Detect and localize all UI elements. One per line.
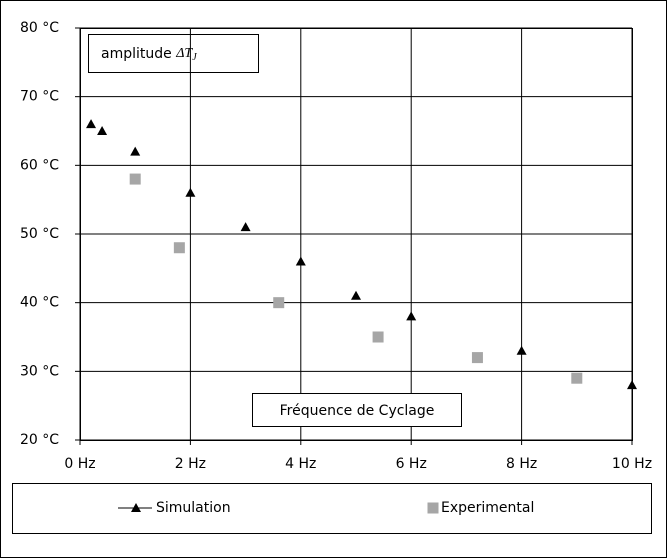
marker xyxy=(86,119,97,129)
x-tick-label: 6 Hz xyxy=(396,456,427,472)
annotation-subscript: J xyxy=(192,52,197,63)
marker xyxy=(295,256,306,266)
y-tick-label: 40 °C xyxy=(20,295,59,311)
marker xyxy=(97,126,108,135)
marker xyxy=(240,222,251,232)
legend-marker xyxy=(131,503,141,512)
marker xyxy=(627,380,637,390)
x-tick-label: 10 Hz xyxy=(612,456,652,472)
marker xyxy=(351,290,361,300)
marker xyxy=(406,311,417,321)
marker xyxy=(273,297,285,309)
legend-box xyxy=(12,483,652,534)
marker xyxy=(571,372,583,384)
marker xyxy=(173,242,185,254)
marker xyxy=(516,345,527,355)
annotation: amplitude ΔTJ xyxy=(101,46,197,63)
x-tick-label: 8 Hz xyxy=(506,456,537,472)
x-tick-label: 2 Hz xyxy=(175,456,206,472)
x-tick-label: 0 Hz xyxy=(64,456,95,472)
legend-label: Experimental xyxy=(441,500,534,516)
legend-label: Simulation xyxy=(156,500,231,516)
y-tick-label: 50 °C xyxy=(20,226,59,242)
marker xyxy=(185,187,196,197)
y-tick-label: 60 °C xyxy=(20,157,59,173)
x-label-box xyxy=(252,393,462,427)
y-tick-label: 20 °C xyxy=(20,432,59,448)
x-axis-label: Fréquence de Cyclage xyxy=(280,403,435,419)
marker xyxy=(129,173,141,185)
legend-marker xyxy=(427,502,439,514)
annotation-text: amplitude xyxy=(101,46,172,62)
y-tick-label: 70 °C xyxy=(20,89,59,105)
annotation-symbol: ΔT xyxy=(175,46,193,61)
marker xyxy=(471,352,483,364)
x-tick-label: 4 Hz xyxy=(285,456,316,472)
marker xyxy=(130,146,141,156)
marker xyxy=(372,331,384,343)
y-tick-label: 80 °C xyxy=(20,20,59,36)
y-tick-label: 30 °C xyxy=(20,363,59,379)
annotation-box xyxy=(88,34,259,73)
